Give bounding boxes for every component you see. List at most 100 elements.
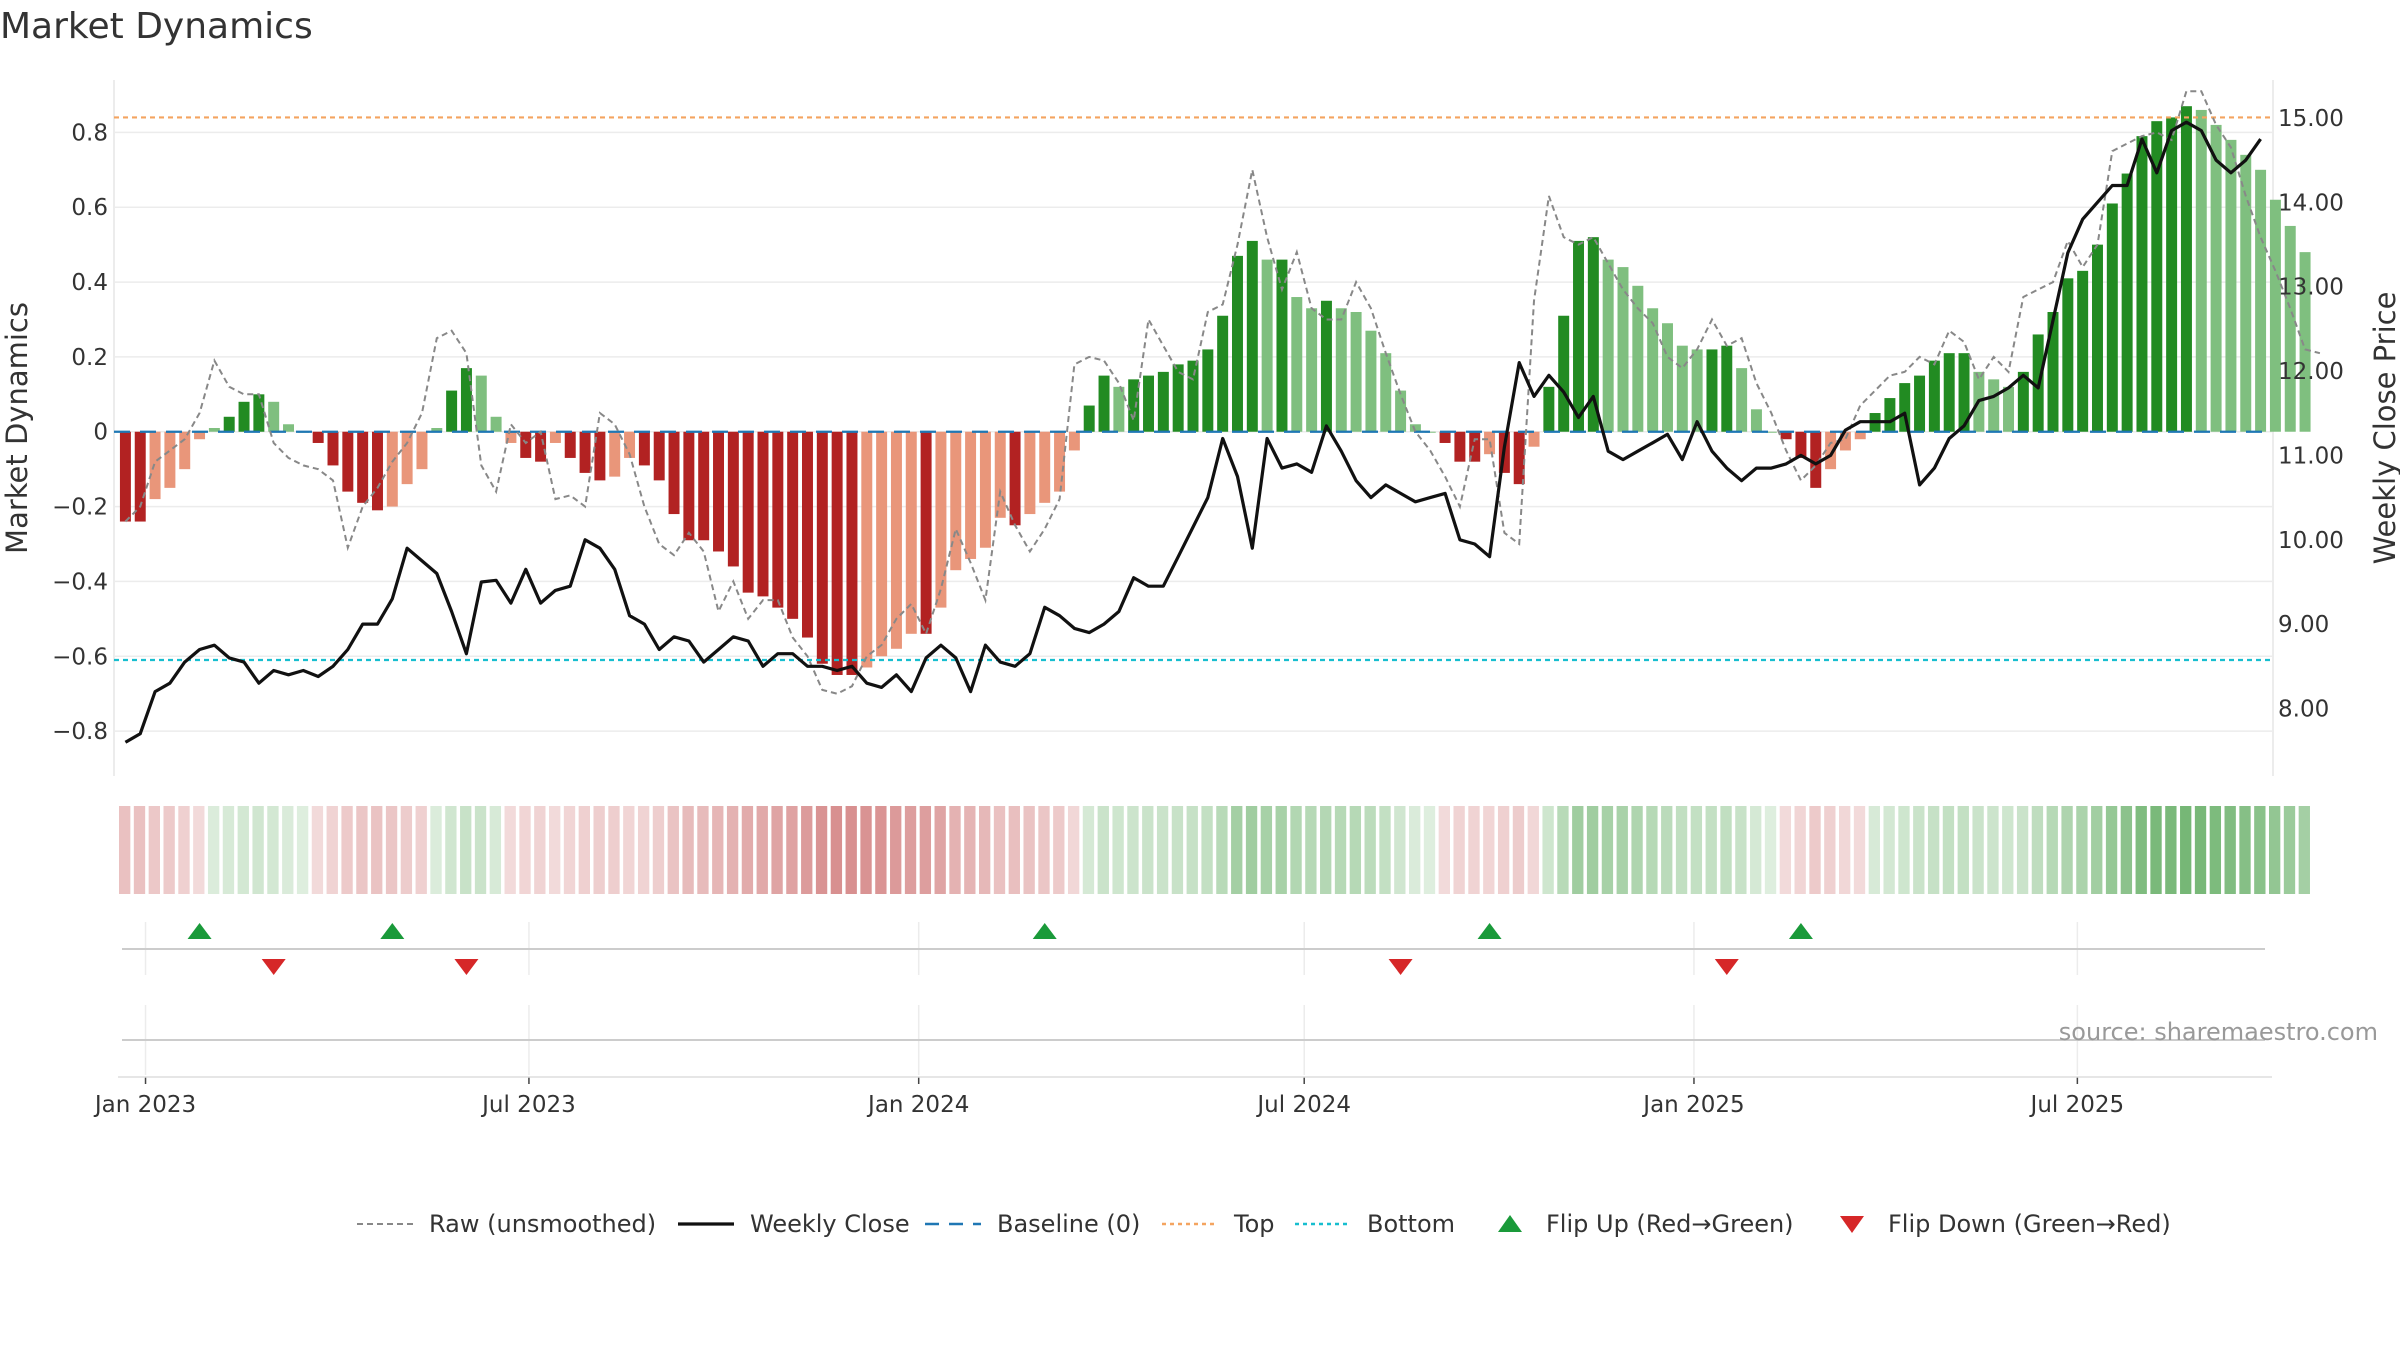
- bar: [238, 401, 250, 432]
- bar: [2269, 199, 2281, 432]
- reference-lines: [114, 116, 2272, 662]
- bar: [1661, 323, 1673, 432]
- bar: [1558, 315, 1570, 432]
- heat-cell: [2254, 806, 2266, 894]
- heat-cell: [801, 806, 813, 894]
- heat-cell: [1839, 806, 1851, 894]
- heat-cell: [786, 806, 798, 894]
- bar: [1573, 240, 1585, 432]
- bar: [1395, 390, 1407, 432]
- heat-cell: [1364, 806, 1376, 894]
- x-tick-label: Jan 2024: [866, 1092, 969, 1118]
- bar: [609, 431, 621, 477]
- bar: [1928, 360, 1940, 432]
- bar: [816, 431, 828, 664]
- heat-cell: [1142, 806, 1154, 894]
- heat-cell: [1349, 806, 1362, 894]
- heat-cell: [1527, 806, 1539, 894]
- heat-cell: [430, 806, 442, 894]
- heat-cell: [2194, 806, 2207, 894]
- bar: [2003, 386, 2015, 432]
- y2-axis-label: Weekly Close Price: [2368, 292, 2400, 565]
- bar: [1246, 240, 1258, 432]
- heat-cell: [489, 806, 502, 894]
- bar: [431, 428, 443, 432]
- heat-cell: [2016, 806, 2029, 894]
- bar: [594, 431, 606, 481]
- heat-cell: [1127, 806, 1139, 894]
- bar: [1039, 431, 1051, 503]
- heat-cell: [1453, 806, 1465, 894]
- bar: [1721, 345, 1733, 432]
- raw-series-line: [124, 90, 2321, 695]
- heat-cell: [1275, 806, 1287, 894]
- heat-cell: [697, 806, 709, 894]
- x-tick-label: Jul 2024: [1255, 1092, 1351, 1118]
- heat-cell: [1512, 806, 1525, 894]
- bar: [801, 431, 813, 638]
- heat-cell: [1868, 806, 1880, 894]
- heat-cell: [1290, 806, 1302, 894]
- bar: [119, 431, 131, 522]
- heat-cell: [2283, 806, 2296, 894]
- heat-cell: [2002, 806, 2014, 894]
- heat-cell: [712, 806, 724, 894]
- bar: [1676, 345, 1688, 432]
- heat-cell: [133, 806, 146, 894]
- heat-cell: [1097, 806, 1109, 894]
- heat-cell: [1942, 806, 1955, 894]
- bar: [208, 428, 220, 432]
- bar: [727, 431, 739, 567]
- heat-cell: [1112, 806, 1124, 894]
- heat-cell: [1557, 806, 1569, 894]
- heat-cell: [326, 806, 338, 894]
- bar: [1335, 308, 1347, 432]
- heat-cell: [2269, 806, 2281, 894]
- y2-tick-label: 12.00: [2278, 359, 2344, 385]
- y-tick-label: 0.4: [71, 270, 108, 296]
- heat-cell: [1394, 806, 1406, 894]
- bar: [638, 431, 650, 466]
- heat-cell: [445, 806, 457, 894]
- bar: [1276, 259, 1288, 432]
- bars-layer: [119, 106, 2311, 675]
- bar: [312, 431, 324, 443]
- heat-cell: [993, 806, 1006, 894]
- x-tick-label: Jan 2023: [93, 1092, 196, 1118]
- bar: [1469, 431, 1481, 462]
- bar: [1602, 259, 1614, 432]
- bar: [1884, 398, 1896, 432]
- bar: [2225, 139, 2237, 432]
- heat-cell: [1972, 806, 1984, 894]
- heat-cell: [1216, 806, 1228, 894]
- y2-axis-ticks: 8.00 9.00 10.00 11.00 12.00 13.00 14.00 15.00: [2278, 106, 2344, 723]
- flip-up-marker: [1788, 923, 1813, 939]
- bar: [1854, 431, 1866, 440]
- bar: [535, 431, 547, 462]
- heat-cell: [385, 806, 398, 894]
- heat-cell: [1913, 806, 1925, 894]
- heat-cell: [979, 806, 991, 894]
- heat-cell: [1497, 806, 1510, 894]
- bar: [1231, 255, 1243, 432]
- y-tick-label: 0.2: [71, 345, 108, 371]
- y-tick-label: 0: [93, 420, 108, 446]
- heat-cell: [623, 806, 635, 894]
- heat-cell: [1171, 806, 1184, 894]
- bar: [1454, 431, 1466, 462]
- bar: [2180, 106, 2192, 432]
- heat-cell: [1824, 806, 1836, 894]
- bar: [1291, 297, 1303, 432]
- bar: [831, 431, 843, 675]
- heat-cell: [163, 806, 175, 894]
- heat-cell: [1586, 806, 1599, 894]
- heat-cell: [682, 806, 694, 894]
- bar: [2091, 244, 2103, 432]
- bar: [357, 431, 369, 503]
- bar: [1750, 409, 1762, 432]
- bar: [876, 431, 888, 657]
- heat-cell: [2031, 806, 2044, 894]
- bar: [1128, 379, 1140, 432]
- heat-cell: [741, 806, 754, 894]
